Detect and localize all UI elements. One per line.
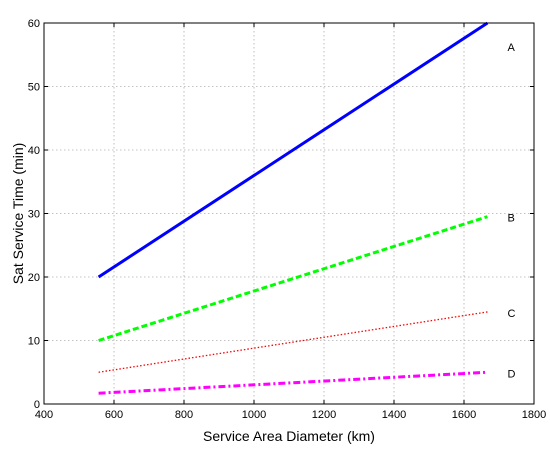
y-tick-label: 0 bbox=[34, 399, 40, 411]
x-tick-label: 600 bbox=[105, 409, 123, 421]
x-tick-label: 400 bbox=[35, 409, 53, 421]
x-tick-label: 800 bbox=[175, 409, 193, 421]
series-line-c bbox=[98, 311, 488, 373]
x-tick-label: 1600 bbox=[452, 409, 476, 421]
y-tick-label: 50 bbox=[28, 82, 40, 94]
y-tick-label: 30 bbox=[28, 209, 40, 221]
series-label-b: B bbox=[507, 213, 514, 225]
series-label-c: C bbox=[507, 308, 515, 320]
x-axis-label: Service Area Diameter (km) bbox=[203, 428, 375, 444]
x-tick-label: 1400 bbox=[382, 409, 406, 421]
x-tick-label: 1800 bbox=[522, 409, 546, 421]
plot-border bbox=[43, 22, 535, 405]
y-tick-label: 60 bbox=[28, 18, 40, 30]
series-line-b bbox=[98, 215, 488, 342]
series-labels: A B C D bbox=[507, 42, 515, 380]
x-tick-label: 1000 bbox=[242, 409, 266, 421]
grid bbox=[44, 23, 534, 404]
axis-ticks: 400 600 800 1000 1200 1400 1600 1800 0 10 20 30 40 50… bbox=[28, 18, 546, 421]
y-tick-label: 20 bbox=[28, 272, 40, 284]
y-tick-label: 40 bbox=[28, 145, 40, 157]
series-line-a bbox=[97, 21, 489, 279]
series-group bbox=[97, 21, 489, 395]
y-axis-label: Sat Service Time (min) bbox=[10, 143, 26, 285]
series-label-a: A bbox=[507, 42, 515, 54]
series-label-d: D bbox=[507, 368, 515, 380]
series-line-d bbox=[98, 370, 488, 395]
y-tick-label: 10 bbox=[28, 336, 40, 348]
x-tick-label: 1200 bbox=[312, 409, 336, 421]
